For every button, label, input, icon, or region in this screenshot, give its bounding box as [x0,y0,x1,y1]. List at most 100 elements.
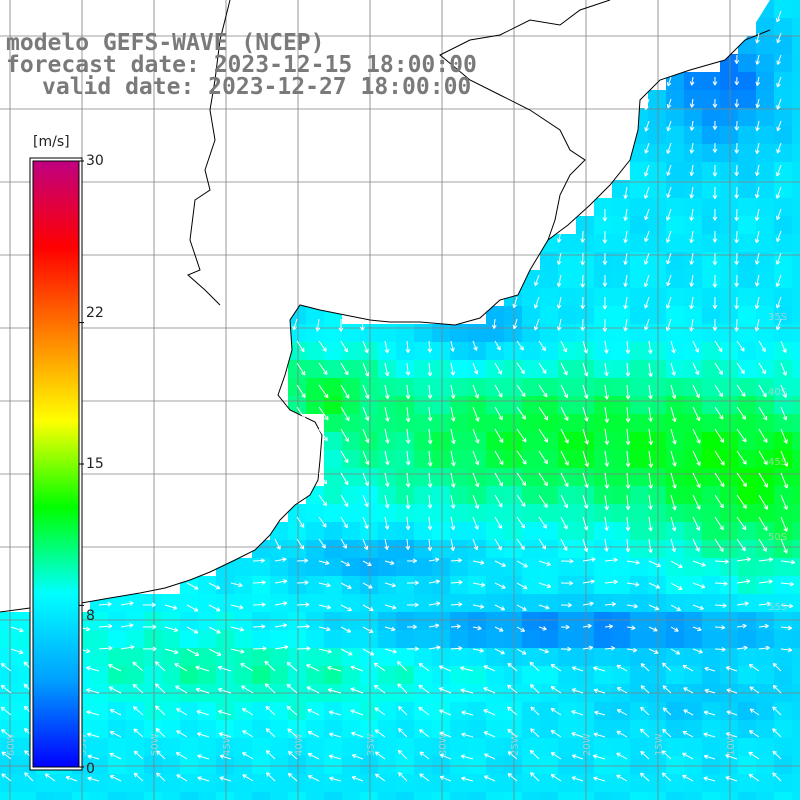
speed-cell [666,504,684,522]
speed-cell [414,648,432,666]
speed-cell [774,18,792,36]
wind-arrow [758,557,774,562]
speed-cell [756,630,774,648]
speed-cell [342,756,360,774]
wind-arrow [538,582,552,589]
wind-arrow [734,142,740,154]
wind-arrow [176,730,188,738]
wind-arrow [109,752,122,760]
wind-arrow [726,710,738,716]
speed-cell [216,630,234,648]
speed-cell [396,522,414,540]
wind-arrow [164,604,178,610]
speed-cell [522,378,540,396]
speed-cell [522,396,540,414]
wind-arrow [736,494,747,509]
wind-arrow [623,296,628,310]
wind-arrow [538,538,547,550]
speed-cell [738,792,756,800]
wind-arrow [604,384,609,400]
wind-arrow [362,362,370,377]
speed-cell [648,306,666,324]
wind-arrow [428,579,440,585]
wind-arrow [556,230,562,243]
speed-cell [612,378,630,396]
wind-arrow [582,406,589,422]
wind-arrow [427,538,433,552]
wind-arrow [712,252,718,266]
speed-cell [90,738,108,756]
speed-cell [576,306,594,324]
wind-arrow [670,494,677,511]
wind-arrow [86,732,100,738]
speed-cell [324,792,342,800]
speed-cell [702,630,720,648]
speed-cell [486,648,504,666]
wind-arrow [439,731,452,738]
speed-cell [630,630,648,648]
wind-arrow [384,384,390,400]
speed-cell [648,756,666,774]
wind-arrow [703,710,716,716]
speed-cell [720,504,738,522]
speed-cell [684,378,702,396]
speed-cell [756,198,774,216]
wind-arrow [406,580,419,586]
wind-arrow [516,516,526,529]
speed-cell [126,792,144,800]
speed-cell [756,486,774,504]
speed-cell [792,702,800,720]
wind-arrow [670,384,677,400]
wind-arrow [483,687,496,694]
wind-arrow [340,538,347,549]
speed-cell [216,756,234,774]
speed-cell [162,756,180,774]
wind-arrow [776,120,782,132]
wind-arrow [217,687,232,694]
wind-arrow [318,560,330,565]
speed-cell [594,648,612,666]
speed-cell [198,594,216,612]
wind-arrow [507,706,518,716]
speed-cell [594,756,612,774]
speed-cell [540,558,558,576]
speed-cell [666,594,684,612]
wind-arrow [327,688,342,694]
wind-arrow [384,516,390,530]
speed-cell [504,792,522,800]
wind-arrow [714,603,727,608]
speed-cell [648,162,666,180]
wind-arrow [494,384,503,398]
speed-cell [756,414,774,432]
speed-cell [450,666,468,684]
speed-cell [360,738,378,756]
speed-cell [702,342,720,360]
wind-arrow [780,625,792,631]
wind-arrow [592,754,606,760]
wind-arrow [670,626,679,632]
speed-cell [144,756,162,774]
speed-cell [756,792,774,800]
speed-cell [558,396,576,414]
speed-cell [414,756,432,774]
speed-cell [540,738,558,756]
speed-cell [288,774,306,792]
speed-cell [198,630,216,648]
speed-cell [594,720,612,738]
speed-cell [648,450,666,468]
speed-cell [612,648,630,666]
speed-cell [306,522,324,540]
wind-arrow [748,751,760,760]
wind-arrow [670,648,681,655]
speed-cell [774,432,792,450]
speed-cell [540,702,558,720]
speed-cell [684,144,702,162]
wind-arrow [776,32,782,44]
speed-cell [774,0,792,18]
wind-arrow [736,516,747,531]
speed-cell [720,666,738,684]
speed-cell [630,450,648,468]
speed-cell [648,792,666,800]
speed-cell [684,324,702,342]
